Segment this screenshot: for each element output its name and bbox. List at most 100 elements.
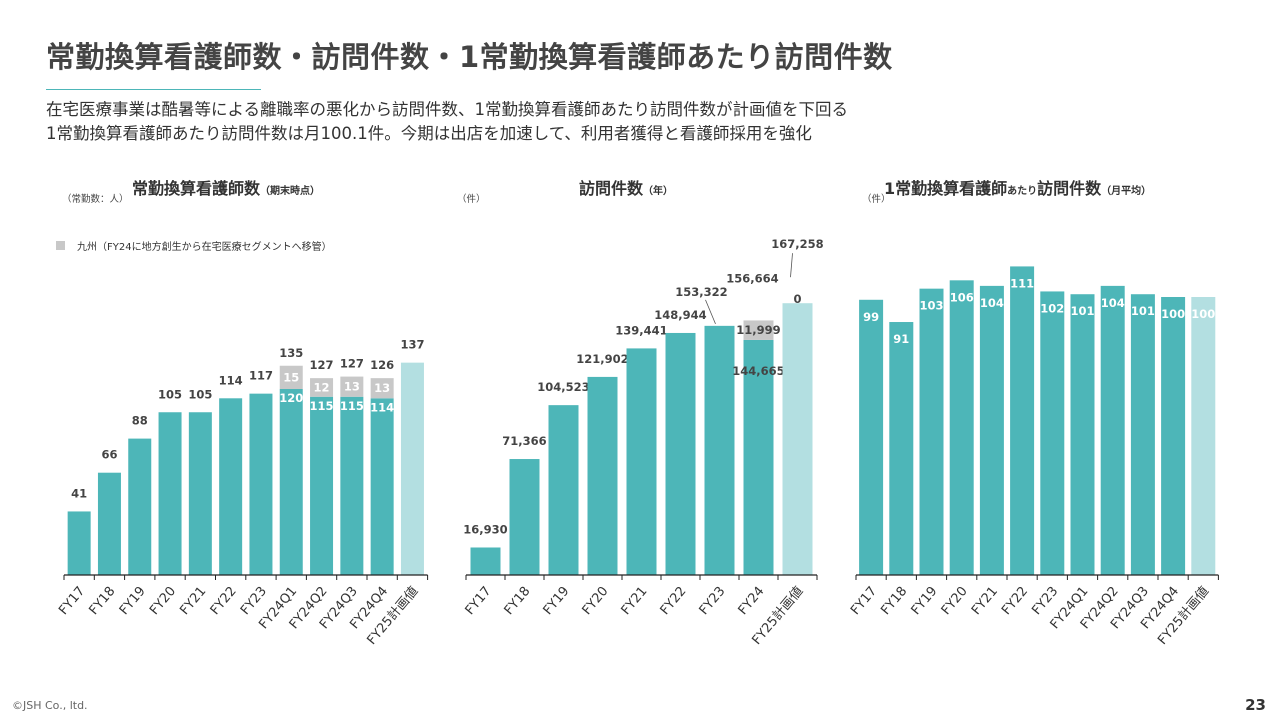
data-label-kyushu: 15	[283, 370, 299, 384]
copyright: ©JSH Co., ltd.	[12, 699, 88, 712]
data-label-visits: 167,258	[771, 237, 823, 251]
chart-per-tick-label: FY19	[909, 584, 941, 618]
bar-nurses	[370, 398, 394, 575]
bar-per-nurse	[1130, 294, 1155, 575]
chart-nurses-title-suffix: （期末時点）	[260, 184, 320, 197]
data-label-per-nurse: 100	[1191, 307, 1215, 321]
leader-line	[705, 299, 716, 325]
data-label-nurses: 137	[400, 338, 424, 352]
bar-nurses	[340, 396, 364, 575]
data-label-per-nurse: 102	[1040, 301, 1064, 315]
data-label-visits: 104,523	[537, 380, 589, 394]
data-label-nurses: 120	[279, 391, 303, 405]
bar-nurses-kyushu	[279, 365, 303, 389]
bar-nurses	[158, 412, 182, 575]
chart-visits-title: 訪問件数（年）	[579, 179, 673, 198]
data-label-nurses: 41	[71, 486, 87, 500]
data-label-per-nurse: 101	[1131, 304, 1155, 318]
data-label-kyushu: 11,999	[736, 323, 780, 337]
data-label-visits: 144,665	[732, 364, 784, 378]
data-label-per-nurse: 103	[919, 299, 943, 313]
data-label-nurses: 114	[219, 373, 243, 387]
chart-visits-svg: （件） 訪問件数（年） 16,930 71,366 104,523 121,902 139,…	[457, 179, 824, 648]
chart-per-unit: （件）	[862, 193, 891, 205]
bar-visits	[665, 332, 696, 575]
chart-per-tick-label: FY17	[848, 584, 880, 618]
data-label-visits: 121,902	[576, 352, 628, 366]
data-label-per-nurse: 104	[980, 296, 1004, 310]
bar-per-nurse	[1161, 297, 1186, 575]
data-label-visits: 16,930	[463, 522, 507, 536]
bar-visits	[626, 348, 657, 575]
chart-nurses-title: 常勤換算看護師数（期末時点）	[132, 179, 320, 198]
data-label-visits: 139,441	[615, 323, 667, 337]
data-label-per-nurse: 101	[1070, 304, 1094, 318]
chart-visits-tick-label: FY19	[541, 584, 573, 618]
chart-visits-tick-label: FY21	[619, 584, 651, 618]
data-label-kyushu: 12	[314, 380, 330, 394]
bar-nurses-kyushu	[340, 376, 364, 397]
bar-per-nurse	[1100, 285, 1125, 575]
data-label-total: 135	[279, 346, 303, 360]
subtitle-line-2: 1常勤換算看護師あたり訪問件数は月100.1件。今期は出店を加速して、利用者獲得…	[46, 124, 812, 143]
data-label-per-nurse: 100	[1161, 307, 1185, 321]
chart-per-title: 1常勤換算看護師あたり訪問件数（月平均）	[884, 179, 1151, 198]
data-label-total: 126	[370, 358, 394, 372]
bar-visits	[587, 376, 618, 575]
bar-per-nurse	[1010, 266, 1035, 575]
chart-visits-tick-label: FY18	[502, 584, 534, 618]
bar-nurses	[128, 438, 152, 575]
data-label-total: 156,664	[726, 271, 778, 285]
data-label-nurses: 88	[132, 414, 148, 428]
chart-visits-title-suffix: （年）	[643, 184, 673, 197]
data-label-kyushu: 13	[374, 381, 390, 395]
data-label-nurses: 105	[158, 387, 182, 401]
chart-visits-unit: （件）	[457, 193, 486, 205]
bar-nurses	[67, 511, 91, 575]
bar-per-nurse	[949, 280, 974, 575]
data-label-per-nurse: 104	[1101, 296, 1125, 310]
page-number: 23	[1245, 696, 1266, 714]
chart-visits-tick-label: FY17	[463, 584, 495, 618]
title-underline	[46, 89, 261, 90]
chart-per-tick-label: FY21	[969, 584, 1001, 618]
chart-nurses-tick-label: FY20	[147, 584, 179, 618]
data-label-total: 127	[340, 357, 364, 371]
data-label-per-nurse: 111	[1010, 276, 1034, 290]
chart-visits-per-nurse: （件） 1常勤換算看護師あたり訪問件数（月平均） 99 91 103 106 104 111 1…	[848, 165, 1230, 685]
bar-nurses	[97, 472, 121, 575]
data-label-kyushu: 13	[344, 380, 360, 394]
bar-per-nurse	[1040, 291, 1065, 575]
chart-nurses-tick-label: FY21	[177, 584, 209, 618]
data-label-visits: 153,322	[675, 285, 727, 299]
legend-swatch-kyushu	[56, 241, 65, 250]
bar-visits	[704, 325, 735, 575]
data-label-nurses: 114	[370, 400, 394, 414]
data-label-nurses: 115	[310, 399, 334, 413]
bar-per-nurse	[889, 322, 914, 575]
chart-visits-tick-label: FY22	[658, 584, 690, 618]
data-label-per-nurse: 99	[863, 310, 879, 324]
bar-visits	[470, 547, 501, 575]
data-label-visits: 148,944	[654, 308, 706, 322]
data-label-nurses: 66	[101, 448, 117, 462]
data-label-kyushu: 0	[793, 292, 801, 306]
chart-visits-tick-label: FY23	[697, 584, 729, 618]
page-title: 常勤換算看護師数・訪問件数・1常勤換算看護師あたり訪問件数	[46, 40, 893, 74]
bar-visits-kyushu	[743, 320, 774, 340]
bar-nurses-kyushu	[310, 378, 334, 397]
bar-nurses	[249, 393, 273, 575]
bar-per-nurse	[859, 299, 884, 575]
bar-per-nurse	[1070, 294, 1095, 575]
bar-visits	[782, 303, 813, 575]
chart-per-title-suffix: （月平均）	[1101, 184, 1151, 197]
chart-nurses-tick-label: FY22	[208, 584, 240, 618]
data-label-per-nurse: 91	[893, 332, 909, 346]
subtitle-line-1: 在宅医療事業は酷暑等による離職率の悪化から訪問件数、1常勤換算看護師あたり訪問件…	[46, 100, 849, 119]
data-label-nurses: 115	[340, 399, 364, 413]
chart-visits-per-nurse-svg: （件）1常勤換算看護師あたり訪問件数（月平均） 99 91 103 106 104 111 1…	[848, 179, 1219, 648]
chart-per-tick-label: FY20	[939, 584, 971, 618]
leader-line	[790, 253, 793, 278]
chart-nurses-svg: （常勤数：人）常勤換算看護師数（期末時点） 九州（FY24に地方創生から在宅医療セ…	[56, 179, 429, 648]
bar-nurses-kyushu	[370, 378, 394, 399]
